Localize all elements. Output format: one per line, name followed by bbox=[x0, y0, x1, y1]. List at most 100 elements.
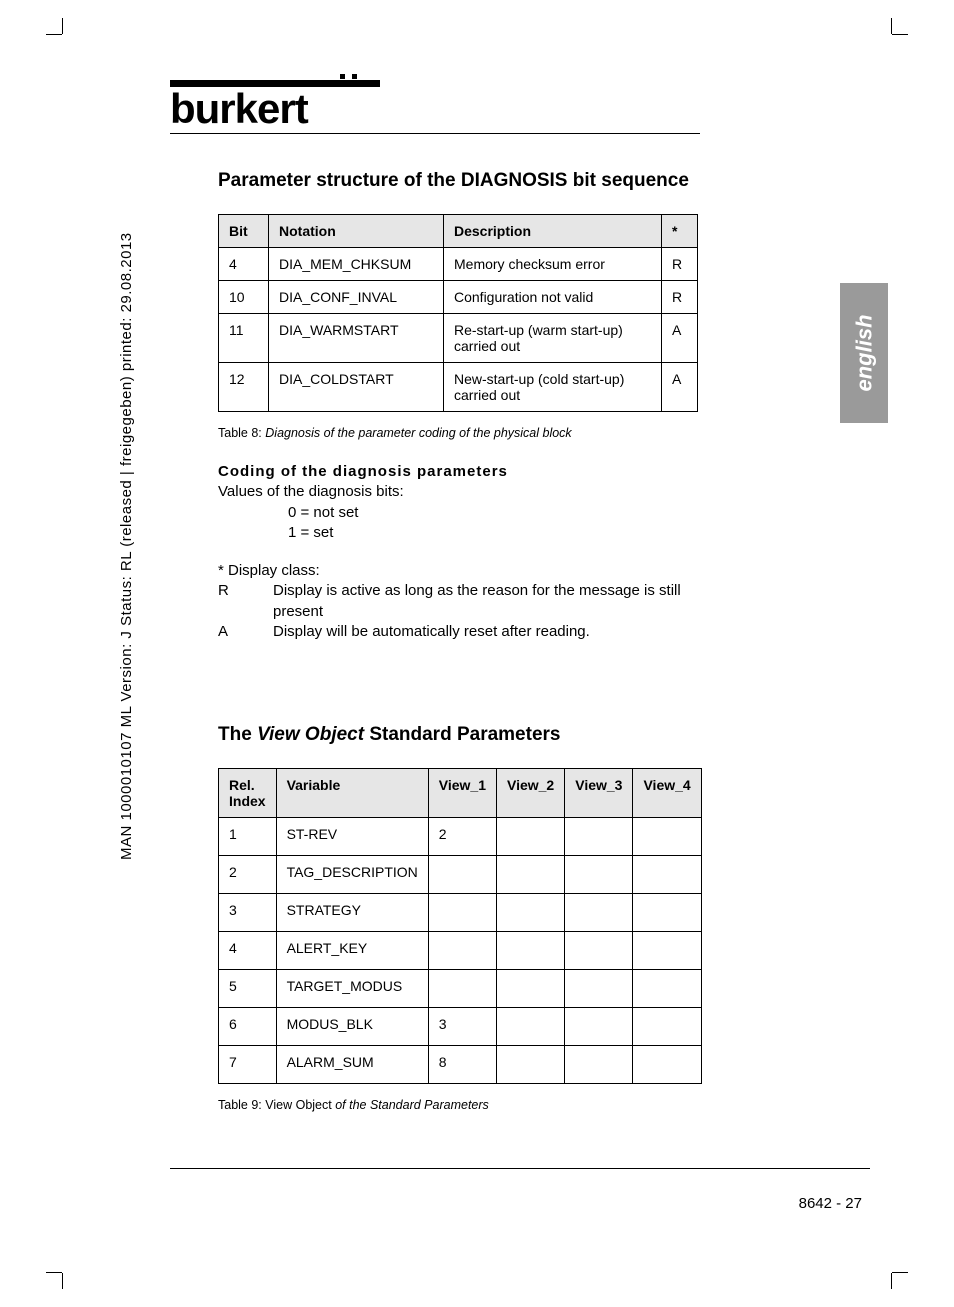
table-row: 1ST-REV2 bbox=[219, 818, 702, 856]
logo: burkert bbox=[170, 80, 380, 134]
crop-mark bbox=[62, 18, 63, 34]
language-tab: english bbox=[840, 283, 888, 423]
table-cell: 2 bbox=[428, 818, 496, 856]
table-cell bbox=[633, 818, 701, 856]
page: MAN 1000010107 ML Version: J Status: RL … bbox=[0, 0, 954, 1307]
section-heading-viewobject: The View Object Standard Parameters bbox=[218, 724, 698, 746]
table-row: 7ALARM_SUM8 bbox=[219, 1046, 702, 1084]
table-header: Variable bbox=[276, 769, 428, 818]
table-cell: 4 bbox=[219, 932, 277, 970]
table-cell bbox=[633, 1008, 701, 1046]
content-area: Parameter structure of the DIAGNOSIS bit… bbox=[218, 170, 698, 1112]
table-cell bbox=[497, 932, 565, 970]
table-cell bbox=[565, 894, 633, 932]
crop-mark bbox=[46, 1272, 62, 1273]
section-heading-diagnosis: Parameter structure of the DIAGNOSIS bit… bbox=[218, 170, 698, 192]
table-cell bbox=[565, 932, 633, 970]
table-cell: R bbox=[662, 248, 698, 281]
table-cell: 8 bbox=[428, 1046, 496, 1084]
coding-line: Values of the diagnosis bits: bbox=[218, 482, 698, 502]
table-cell bbox=[633, 894, 701, 932]
table-cell: TAG_DESCRIPTION bbox=[276, 856, 428, 894]
table-cell: DIA_COLDSTART bbox=[269, 363, 444, 412]
table-cell bbox=[565, 1046, 633, 1084]
display-class-r: R Display is active as long as the reaso… bbox=[218, 581, 698, 622]
table-row: 6MODUS_BLK3 bbox=[219, 1008, 702, 1046]
table-cell bbox=[565, 818, 633, 856]
crop-mark bbox=[891, 1273, 892, 1289]
table-cell bbox=[428, 856, 496, 894]
table-cell bbox=[633, 1046, 701, 1084]
table-cell: DIA_MEM_CHKSUM bbox=[269, 248, 444, 281]
table-header: Rel. Index bbox=[219, 769, 277, 818]
table-cell: 3 bbox=[219, 894, 277, 932]
display-class-a: A Display will be automatically reset af… bbox=[218, 622, 698, 642]
page-footer: 8642 - 27 bbox=[799, 1195, 862, 1212]
table-row: 4ALERT_KEY bbox=[219, 932, 702, 970]
table-cell: Memory checksum error bbox=[444, 248, 662, 281]
table-cell bbox=[633, 856, 701, 894]
table-row: 5TARGET_MODUS bbox=[219, 970, 702, 1008]
table-cell bbox=[565, 856, 633, 894]
table-header: View_2 bbox=[497, 769, 565, 818]
table-header: Description bbox=[444, 215, 662, 248]
table-cell bbox=[497, 894, 565, 932]
table-header: Notation bbox=[269, 215, 444, 248]
table-cell: 6 bbox=[219, 1008, 277, 1046]
table-cell: 7 bbox=[219, 1046, 277, 1084]
table-cell: 5 bbox=[219, 970, 277, 1008]
viewobject-table: Rel. IndexVariableView_1View_2View_3View… bbox=[218, 768, 702, 1084]
table-row: 12DIA_COLDSTARTNew-start-up (cold start-… bbox=[219, 363, 698, 412]
table-cell bbox=[633, 970, 701, 1008]
crop-mark bbox=[46, 34, 62, 35]
table-cell: ALARM_SUM bbox=[276, 1046, 428, 1084]
table-row: 11DIA_WARMSTARTRe-start-up (warm start-u… bbox=[219, 314, 698, 363]
logo-text: burkert bbox=[170, 89, 380, 129]
table-row: 2TAG_DESCRIPTION bbox=[219, 856, 702, 894]
coding-section: Coding of the diagnosis parameters Value… bbox=[218, 462, 698, 642]
table-cell bbox=[497, 818, 565, 856]
table-cell bbox=[497, 1008, 565, 1046]
diagnosis-table: BitNotationDescription* 4DIA_MEM_CHKSUMM… bbox=[218, 214, 698, 412]
table-cell: A bbox=[662, 314, 698, 363]
coding-heading: Coding of the diagnosis parameters bbox=[218, 462, 698, 482]
crop-mark bbox=[62, 1273, 63, 1289]
table-cell bbox=[497, 856, 565, 894]
table-header: View_1 bbox=[428, 769, 496, 818]
table-cell bbox=[633, 932, 701, 970]
table-caption: Table 9: View Object of the Standard Par… bbox=[218, 1098, 698, 1112]
table-header: * bbox=[662, 215, 698, 248]
table-cell: 11 bbox=[219, 314, 269, 363]
table-cell bbox=[497, 970, 565, 1008]
table-cell bbox=[497, 1046, 565, 1084]
coding-bit1: 1 = set bbox=[218, 523, 698, 543]
table-cell: ALERT_KEY bbox=[276, 932, 428, 970]
table-cell: 3 bbox=[428, 1008, 496, 1046]
table-cell: 10 bbox=[219, 281, 269, 314]
table-row: 4DIA_MEM_CHKSUMMemory checksum errorR bbox=[219, 248, 698, 281]
table-cell bbox=[428, 932, 496, 970]
table-cell: New-start-up (cold start-up) carried out bbox=[444, 363, 662, 412]
display-class-heading: * Display class: bbox=[218, 561, 698, 581]
table-header: Bit bbox=[219, 215, 269, 248]
footer-rule bbox=[170, 1168, 870, 1169]
table-cell: DIA_WARMSTART bbox=[269, 314, 444, 363]
table-cell: R bbox=[662, 281, 698, 314]
crop-mark bbox=[892, 34, 908, 35]
table-cell: A bbox=[662, 363, 698, 412]
crop-mark bbox=[892, 1272, 908, 1273]
crop-mark bbox=[891, 18, 892, 34]
table-row: 10DIA_CONF_INVALConfiguration not validR bbox=[219, 281, 698, 314]
table-cell: DIA_CONF_INVAL bbox=[269, 281, 444, 314]
table-cell: MODUS_BLK bbox=[276, 1008, 428, 1046]
table-cell bbox=[428, 970, 496, 1008]
table-cell bbox=[565, 1008, 633, 1046]
table-header: View_3 bbox=[565, 769, 633, 818]
table-cell: ST-REV bbox=[276, 818, 428, 856]
table-header: View_4 bbox=[633, 769, 701, 818]
table-cell: Re-start-up (warm start-up) carried out bbox=[444, 314, 662, 363]
table-cell: 12 bbox=[219, 363, 269, 412]
table-cell: 4 bbox=[219, 248, 269, 281]
table-cell bbox=[565, 970, 633, 1008]
table-cell: STRATEGY bbox=[276, 894, 428, 932]
